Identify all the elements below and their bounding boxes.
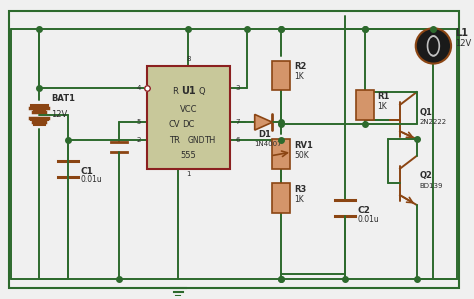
Text: 0.01u: 0.01u xyxy=(81,176,103,184)
Text: C1: C1 xyxy=(81,167,94,176)
Text: 1K: 1K xyxy=(377,102,387,111)
Text: 8: 8 xyxy=(186,56,191,62)
Text: TR: TR xyxy=(169,136,180,145)
Text: 2: 2 xyxy=(137,137,141,143)
Text: DC: DC xyxy=(182,120,195,129)
Text: 12V: 12V xyxy=(455,39,471,48)
Text: 5: 5 xyxy=(137,119,141,125)
FancyBboxPatch shape xyxy=(146,65,230,169)
Text: Q: Q xyxy=(199,87,206,96)
Text: 0.01u: 0.01u xyxy=(358,215,380,224)
Text: 4: 4 xyxy=(137,85,141,91)
Text: 12V: 12V xyxy=(52,110,68,119)
Text: U1: U1 xyxy=(181,86,196,96)
Text: D1: D1 xyxy=(259,130,272,139)
Text: BAT1: BAT1 xyxy=(52,94,75,103)
Text: R3: R3 xyxy=(294,185,306,194)
Text: L1: L1 xyxy=(455,28,468,38)
Text: GND: GND xyxy=(188,136,205,145)
FancyBboxPatch shape xyxy=(273,61,290,90)
Text: C2: C2 xyxy=(358,206,371,215)
Text: R1: R1 xyxy=(377,92,390,101)
FancyBboxPatch shape xyxy=(356,90,374,120)
Text: 555: 555 xyxy=(181,151,196,160)
Text: 1K: 1K xyxy=(294,195,304,204)
Text: 2N2222: 2N2222 xyxy=(419,120,447,126)
Text: Q1: Q1 xyxy=(419,108,433,117)
FancyBboxPatch shape xyxy=(273,183,290,213)
Text: CV: CV xyxy=(169,120,181,129)
Circle shape xyxy=(416,28,451,64)
Text: 50K: 50K xyxy=(294,151,309,160)
Text: R: R xyxy=(172,87,178,96)
Text: Q2: Q2 xyxy=(419,171,433,181)
Text: R2: R2 xyxy=(294,62,306,71)
Polygon shape xyxy=(255,115,273,130)
Text: 7: 7 xyxy=(235,119,239,125)
Text: VCC: VCC xyxy=(180,105,197,114)
Text: RV1: RV1 xyxy=(294,141,313,150)
Text: BD139: BD139 xyxy=(419,183,443,189)
Text: 1K: 1K xyxy=(294,72,304,81)
Text: 1N4007: 1N4007 xyxy=(255,141,283,147)
Text: 6: 6 xyxy=(235,137,239,143)
Text: 3: 3 xyxy=(235,85,239,91)
Text: TH: TH xyxy=(204,136,216,145)
FancyBboxPatch shape xyxy=(273,139,290,169)
Text: 1: 1 xyxy=(186,170,191,176)
